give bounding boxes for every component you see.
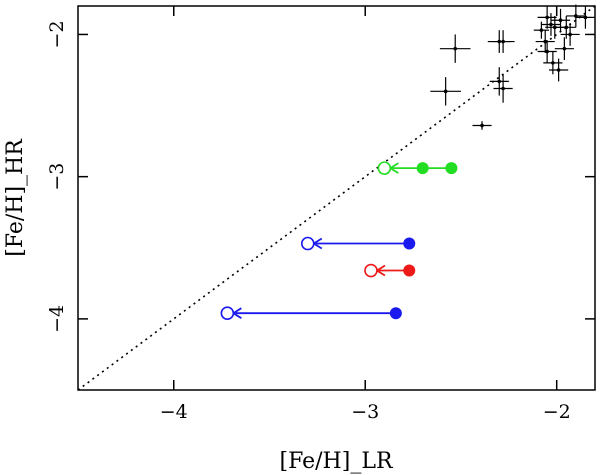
- point-marker: [501, 39, 505, 44]
- y-tick-label: −3: [46, 163, 68, 191]
- y-tick-label: −4: [46, 305, 68, 333]
- data-point: [537, 40, 557, 63]
- plot-frame: [77, 5, 596, 391]
- point-marker: [497, 79, 502, 84]
- arrow-start-dot: [403, 237, 416, 250]
- x-tick-label: −4: [160, 401, 188, 423]
- x-tick-label: −2: [543, 401, 571, 423]
- data-point: [489, 67, 509, 96]
- y-axis-ticks: −4 −3 −2: [46, 20, 595, 333]
- x-axis-ticks: −4 −3 −2: [160, 6, 571, 423]
- arrow-end-open-circle: [220, 306, 235, 321]
- data-point: [541, 13, 561, 36]
- arrow-start-dot: [389, 307, 402, 320]
- one-to-one-reference-line: [77, 5, 596, 391]
- data-point: [566, 4, 586, 28]
- arrow: [364, 263, 416, 278]
- arrow-start-dot: [403, 264, 416, 277]
- data-point: [549, 58, 569, 82]
- point-marker: [549, 22, 553, 27]
- arrow: [300, 236, 416, 251]
- data-point: [575, 6, 595, 29]
- data-point: [535, 30, 555, 53]
- point-marker: [443, 89, 448, 94]
- point-marker: [556, 68, 561, 72]
- data-point: [493, 74, 513, 103]
- point-marker: [545, 49, 549, 54]
- data-point: [554, 37, 574, 61]
- point-marker: [551, 61, 555, 65]
- point-marker: [453, 46, 458, 51]
- data-point: [439, 34, 471, 63]
- data-point: [430, 77, 461, 106]
- point-marker: [583, 15, 588, 20]
- point-marker: [480, 123, 484, 128]
- y-axis-label: [Fe/H]_HR: [3, 138, 28, 257]
- data-point: [533, 21, 550, 39]
- arrow: [377, 161, 458, 175]
- arrow-start-dot: [445, 162, 458, 175]
- arrows-group: [220, 161, 458, 321]
- arrow-end-open-circle: [364, 263, 378, 278]
- point-marker: [558, 18, 563, 23]
- arrow-end-open-circle: [300, 236, 315, 251]
- x-tick-label: −3: [351, 401, 379, 423]
- data-point: [491, 30, 515, 53]
- x-axis-label: [Fe/H]_LR: [279, 449, 393, 474]
- sample-points: [430, 4, 595, 130]
- point-marker: [545, 15, 549, 20]
- point-marker: [501, 86, 505, 91]
- point-marker: [552, 25, 557, 30]
- point-marker: [564, 25, 569, 30]
- point-marker: [568, 32, 572, 37]
- arrow: [220, 306, 402, 321]
- y-tick-label: −2: [46, 20, 68, 48]
- arrow-end-open-circle: [377, 161, 392, 175]
- point-marker: [543, 39, 548, 44]
- arrow-mid-dot: [416, 162, 429, 175]
- data-point: [560, 23, 580, 46]
- data-point: [537, 6, 557, 29]
- point-marker: [539, 28, 544, 32]
- data-point: [472, 121, 492, 130]
- point-marker: [562, 46, 567, 51]
